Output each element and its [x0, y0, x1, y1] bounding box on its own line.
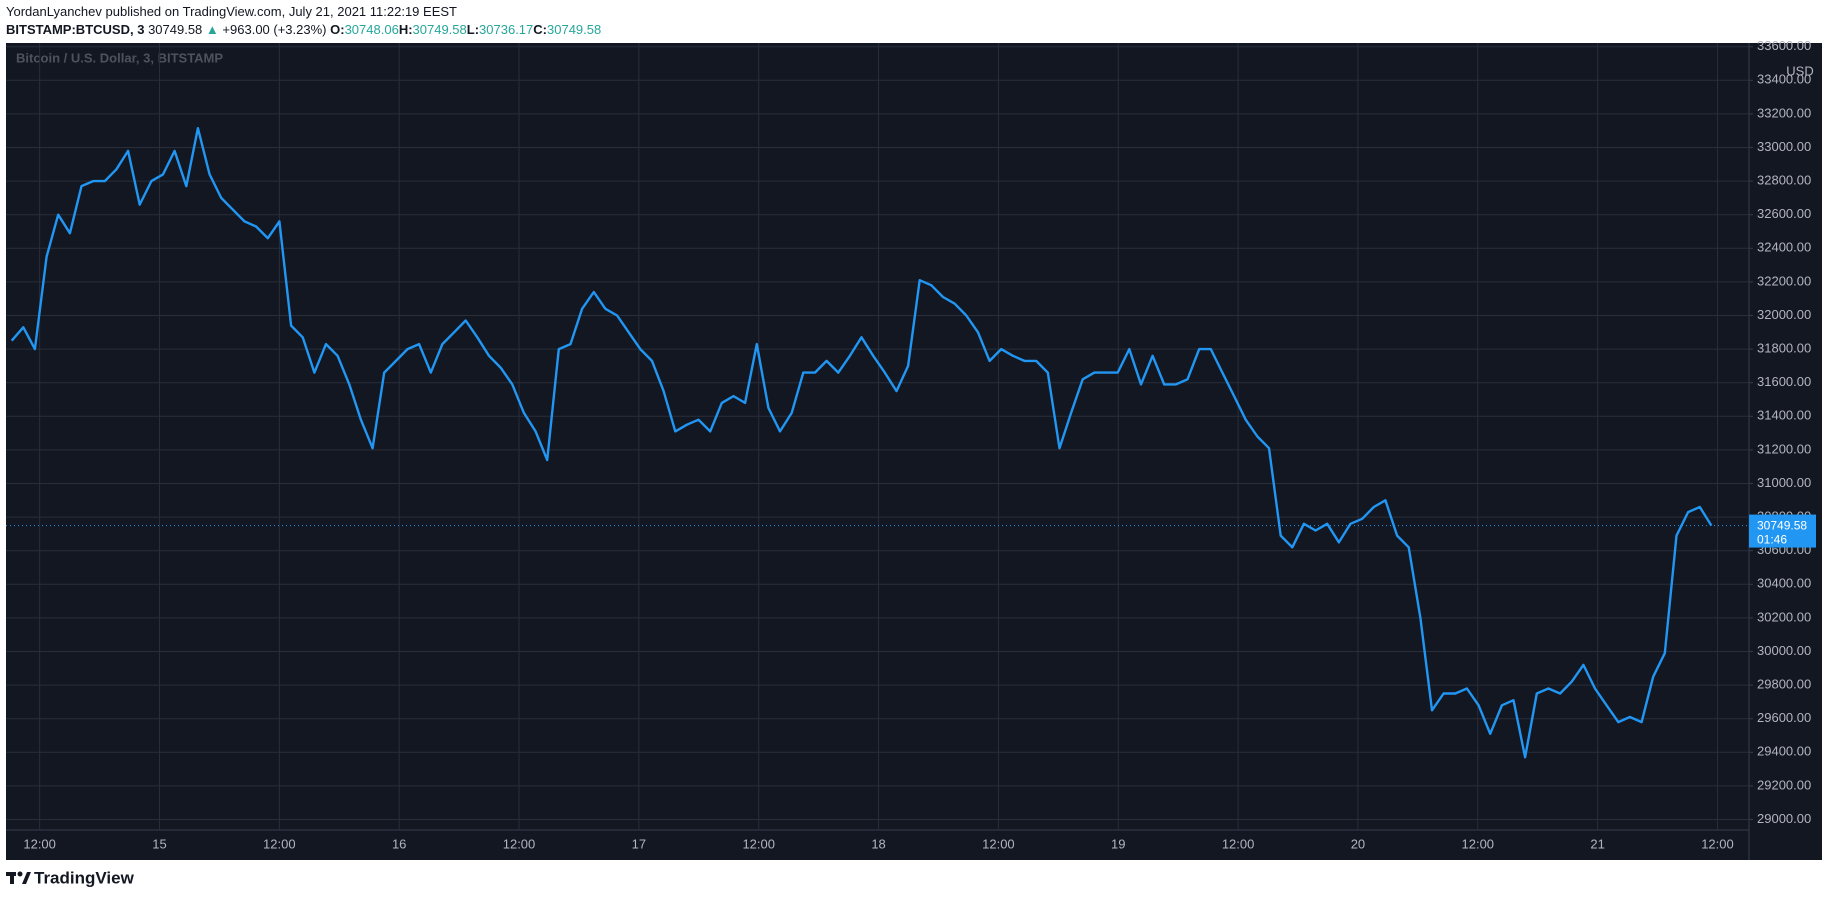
- y-tick-label: 32800.00: [1757, 173, 1811, 188]
- x-tick-label: 12:00: [742, 836, 775, 851]
- header: YordanLyanchev published on TradingView.…: [6, 3, 601, 39]
- y-tick-label: 32000.00: [1757, 307, 1811, 322]
- x-tick-label: 12:00: [1222, 836, 1255, 851]
- y-tick-label: 29400.00: [1757, 744, 1811, 759]
- x-tick-label: 12:00: [982, 836, 1015, 851]
- ohlc-label: O:: [330, 22, 345, 37]
- y-tick-label: 33400.00: [1757, 72, 1811, 87]
- x-tick-label: 15: [152, 836, 166, 851]
- ohlc-value: 30748.06: [344, 22, 399, 37]
- y-tick-label: 33200.00: [1757, 105, 1811, 120]
- y-tick-label: 30000.00: [1757, 643, 1811, 658]
- x-tick-label: 12:00: [23, 836, 56, 851]
- x-tick-label: 12:00: [1462, 836, 1495, 851]
- y-tick-label: 30200.00: [1757, 609, 1811, 624]
- ohlc-value: 30749.58: [412, 22, 467, 37]
- ohlc: O:30748.06H:30749.58L:30736.17C:30749.58: [330, 22, 601, 37]
- x-tick-label: 12:00: [1701, 836, 1734, 851]
- y-tick-label: 30400.00: [1757, 576, 1811, 591]
- price-tag-countdown: 01:46: [1757, 533, 1787, 547]
- y-tick-label: 29200.00: [1757, 777, 1811, 792]
- ohlc-value: 30736.17: [479, 22, 534, 37]
- publisher-line: YordanLyanchev published on TradingView.…: [6, 4, 457, 19]
- y-tick-label: 31200.00: [1757, 441, 1811, 456]
- y-unit: USD: [1786, 63, 1813, 78]
- x-tick-label: 18: [871, 836, 885, 851]
- y-tick-label: 32400.00: [1757, 240, 1811, 255]
- x-tick-label: 19: [1111, 836, 1125, 851]
- y-tick-label: 33000.00: [1757, 139, 1811, 154]
- chart-title: Bitcoin / U.S. Dollar, 3, BITSTAMP: [16, 50, 223, 65]
- ohlc-label: H:: [398, 22, 413, 37]
- price-tag: [1749, 514, 1816, 548]
- quote-line: BITSTAMP:BTCUSD, 3 30749.58 ▲ +963.00 (+…: [6, 21, 601, 39]
- x-tick-label: 21: [1590, 836, 1604, 851]
- last-price: 30749.58: [148, 22, 203, 37]
- logo: TradingView: [6, 868, 135, 887]
- symbol: BITSTAMP:BTCUSD, 3: [6, 22, 145, 37]
- x-tick-label: 17: [632, 836, 646, 851]
- ohlc-label: L:: [466, 22, 480, 37]
- ohlc-label: C:: [533, 22, 547, 37]
- grid: [6, 43, 1749, 830]
- brand: TradingView: [34, 868, 135, 887]
- y-tick-label: 29800.00: [1757, 677, 1811, 692]
- x-tick-label: 20: [1351, 836, 1365, 851]
- price-line: [10, 126, 1713, 759]
- y-tick-label: 33600.00: [1757, 38, 1811, 53]
- y-tick-label: 31800.00: [1757, 341, 1811, 356]
- x-tick-label: 12:00: [263, 836, 296, 851]
- y-tick-label: 29000.00: [1757, 811, 1811, 826]
- chart-panel: [6, 43, 1822, 860]
- price-tag-value: 30749.58: [1757, 519, 1807, 533]
- x-tick-label: 16: [392, 836, 406, 851]
- arrow: ▲: [205, 22, 219, 37]
- y-tick-label: 29600.00: [1757, 710, 1811, 725]
- y-tick-label: 31000.00: [1757, 475, 1811, 490]
- y-tick-label: 32200.00: [1757, 273, 1811, 288]
- change: +963.00 (+3.23%): [222, 22, 327, 37]
- ohlc-value: 30749.58: [547, 22, 602, 37]
- y-tick-label: 31400.00: [1757, 408, 1811, 423]
- y-tick-label: 31600.00: [1757, 374, 1811, 389]
- x-tick-label: 12:00: [503, 836, 536, 851]
- y-tick-label: 32600.00: [1757, 206, 1811, 221]
